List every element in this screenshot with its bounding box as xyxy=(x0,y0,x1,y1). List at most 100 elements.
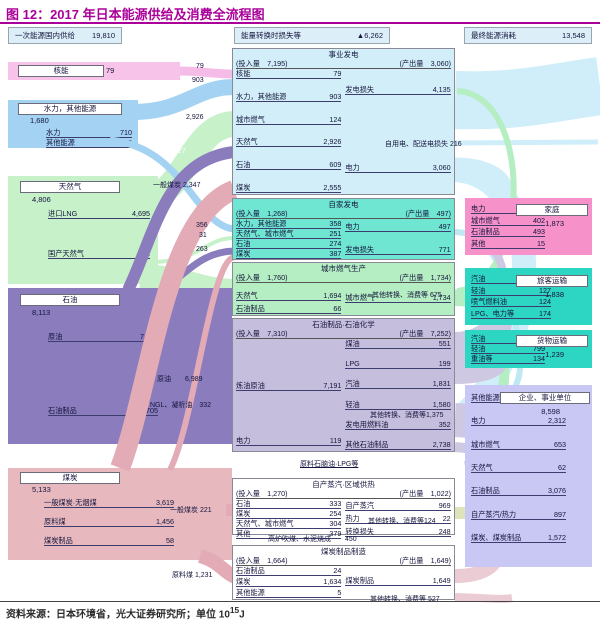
flow-label-coal-1231: 原料煤 1,231 xyxy=(172,572,213,579)
flow-coal-to-power xyxy=(110,180,239,472)
data-row: 一般煤炭·无烟煤 3,619 xyxy=(44,498,174,508)
source-label-coal: 煤炭 xyxy=(20,472,120,484)
flow-label-own-use-loss-216: 自用电、配送电损失 216 xyxy=(385,141,462,148)
flow-coalprod-other-out xyxy=(454,593,513,603)
converter-name: 石油制品·石油化学 xyxy=(312,320,375,329)
flow-label-other-527: 其他转换、消费等 527 xyxy=(370,596,440,603)
flow-nuclear-to-power xyxy=(177,66,235,79)
consumer-total: 1,239 xyxy=(545,350,564,359)
data-row: 城市燃气 124 xyxy=(236,114,342,125)
data-row: 水力，其他能源 903 xyxy=(236,91,342,102)
data-row: 煤炭 2,555 xyxy=(236,182,342,193)
converter-outputs: 自产蒸汽 969 热力 22 转换损失 248 xyxy=(345,499,451,539)
flow-label-hydro-903: 903 xyxy=(192,77,204,84)
converter-name: 城市燃气生产 xyxy=(321,264,366,273)
data-row: 轻油 1,580 xyxy=(345,399,451,410)
flow-label-356: 356 xyxy=(196,222,208,229)
data-row: 热力 22 xyxy=(345,514,451,524)
converter-coal-products: 煤炭制品制造 (投入量 1,664) (产出量 1,649) 石油制品 24 煤… xyxy=(232,545,455,600)
flow-coal-to-selfpower xyxy=(167,254,236,472)
summary-label: 最终能源消耗 xyxy=(471,31,516,40)
converter-output-total: (产出量 1,734) xyxy=(399,273,451,282)
data-row: 石油 333 xyxy=(236,499,342,509)
source-label-nuclear: 核能 xyxy=(18,65,104,77)
converter-outputs: 煤油 551 LPG 199 汽油 1,831 轻油 1,580 发电用燃料油 … xyxy=(345,339,451,450)
data-row: 原料煤 1,456 xyxy=(44,517,174,527)
converter-inputs: 天然气 1,694 石油制品 66 xyxy=(236,283,342,314)
data-row: 石油制品 493 xyxy=(471,227,545,238)
data-row: LPG、电力等 174 xyxy=(471,308,551,319)
converter-output-total: (产出量 1,649) xyxy=(399,556,451,565)
source-total-oil: 8,113 xyxy=(32,308,51,317)
data-row: 核能 79 xyxy=(236,69,342,79)
consumer-label-business: 企业、事业单位 xyxy=(500,392,590,404)
converter-input-total: (投入量 7,310) xyxy=(236,329,288,338)
source-band-oil: 石油 8,113 原油 7,408 石油制品 705 xyxy=(8,288,232,444)
footer-divider xyxy=(0,601,600,602)
data-row: 石油制品 24 xyxy=(236,566,342,576)
data-row: 城市燃气 402 xyxy=(471,215,545,226)
source-items-coal: 一般煤炭·无烟煤 3,619 原料煤 1,456 煤炭制品 58 xyxy=(44,498,174,546)
data-row: 煤油 551 xyxy=(345,339,451,349)
flow-label-naphtha-lpg: 原料石脑油·LPG等 xyxy=(300,461,359,468)
data-row: 煤炭 254 xyxy=(236,509,342,519)
data-row: 自产蒸汽 969 xyxy=(345,501,451,511)
data-row: 轻油 127 xyxy=(471,285,551,296)
data-row: 炼油原油 7,191 xyxy=(236,381,342,391)
consumer-business: 其他能源 27 电力 2,312 城市燃气 653 天然气 62 石油制品 3,… xyxy=(465,385,592,567)
title-underline xyxy=(0,22,600,24)
summary-label: 一次能源国内供给 xyxy=(15,31,75,40)
consumer-freight-transport: 汽油 305 轻油 799 重油等 134 货物运输 1,239 xyxy=(465,330,592,368)
summary-primary-supply: 一次能源国内供给 19,810 xyxy=(8,27,122,44)
data-row: 水力 710 xyxy=(46,128,132,138)
data-row: 发电损失 771 xyxy=(345,245,451,255)
source-label-oil: 石油 xyxy=(20,294,120,306)
source-band-coal: 煤炭 5,133 一般煤炭·无烟煤 3,619 原料煤 1,456 煤炭制品 5… xyxy=(8,468,232,560)
source-total-hydro: 1,680 xyxy=(30,116,49,125)
flow-label-nuclear-79: 79 xyxy=(196,63,204,70)
flow-label-263: 263 xyxy=(196,246,208,253)
data-row: 电力 497 xyxy=(345,222,451,232)
flow-label-crude-6989: 原油 6,989 xyxy=(157,376,203,383)
data-row: 石油 609 xyxy=(236,160,342,171)
data-row: 其他能源 5 xyxy=(236,588,342,598)
data-row: 石油制品 705 xyxy=(48,406,158,416)
converter-name: 自产蒸汽·区域供热 xyxy=(312,480,375,489)
converter-refinery: 石油制品·石油化学 (投入量 7,310) (产出量 7,252) 炼油原油 7… xyxy=(232,318,455,452)
data-row: 电力 2,312 xyxy=(471,416,566,427)
data-row: 天然气 1,694 xyxy=(236,291,342,301)
data-row: 煤炭制品 58 xyxy=(44,536,174,546)
data-row: 进口LNG 4,695 xyxy=(48,209,150,219)
flow-hydro-to-selfpower xyxy=(109,136,235,233)
summary-label: 能量转换时损失等 xyxy=(241,31,301,40)
data-row: 煤炭 1,634 xyxy=(236,577,342,587)
data-row: 煤炭 387 xyxy=(236,249,342,259)
flow-label-coal-221: 一般煤炭 221 xyxy=(170,507,212,514)
converter-outputs: 城市燃气 1,734 xyxy=(345,283,451,314)
figure-title: 图 12：2017 年日本能源供给及消费全流程图 xyxy=(6,7,265,22)
flow-own-use-loss xyxy=(454,139,599,146)
converter-inputs: 水力，其他能源 358 天然气、城市燃气 251 石油 274 煤炭 387 xyxy=(236,219,342,259)
consumer-passenger-transport: 汽油 1,413 轻油 127 喷气燃料油 124 LPG、电力等 174 旅客… xyxy=(465,268,592,325)
flow-hydro-to-power xyxy=(131,79,235,120)
summary-value: ▲6,262 xyxy=(356,31,383,40)
converter-input-total: (投入量 7,195) xyxy=(236,59,288,68)
source-total-gas: 4,806 xyxy=(32,195,51,204)
data-row: 煤炭、煤炭制品 1,572 xyxy=(471,532,566,543)
flow-label-other-1375: 其他转换、消费等1,375 xyxy=(370,412,444,419)
converter-name: 煤炭制品制造 xyxy=(321,547,366,556)
data-row: 电力 119 xyxy=(236,436,342,446)
converter-output-total: (产出量 497) xyxy=(405,209,451,218)
converter-city-gas: 城市燃气生产 (投入量 1,760) (产出量 1,734) 天然气 1,694… xyxy=(232,262,455,316)
data-row: 煤炭制品 1,649 xyxy=(345,576,451,586)
summary-value: 19,810 xyxy=(92,31,115,40)
consumer-total: 1,873 xyxy=(545,219,564,228)
data-row: 石油制品 66 xyxy=(236,304,342,314)
data-row: 天然气、城市燃气 251 xyxy=(236,229,342,239)
converter-self-power: 自家发电 (投入量 1,268) (产出量 497) 水力，其他能源 358 天… xyxy=(232,198,455,260)
data-row: 喷气燃料油 124 xyxy=(471,297,551,308)
data-row: 水力，其他能源 358 xyxy=(236,219,342,229)
consumer-total: 1,838 xyxy=(545,290,564,299)
